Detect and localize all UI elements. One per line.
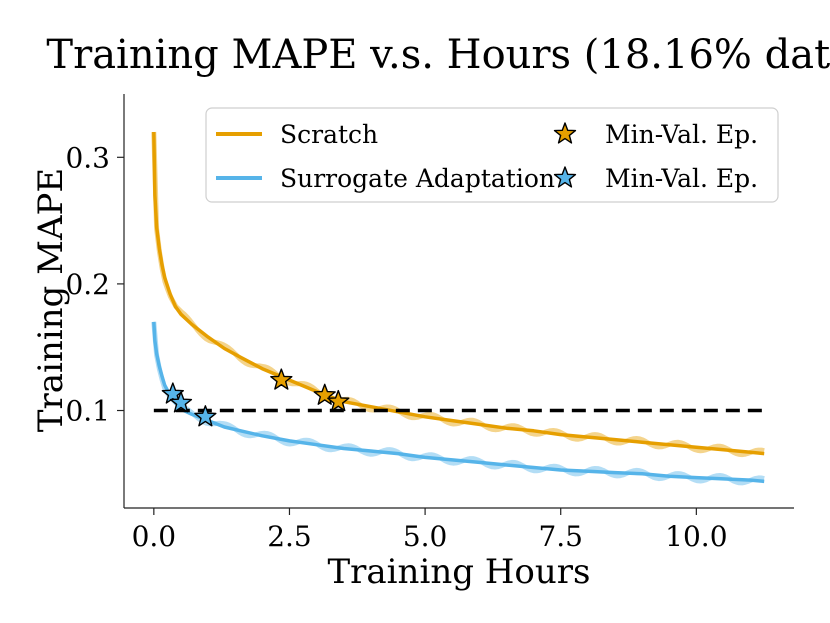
legend-label: Min-Val. Ep. xyxy=(605,164,758,193)
series-line-surrogate-adaptation xyxy=(152,321,765,484)
min-val-marker xyxy=(169,391,193,413)
y-axis-label: Training MAPE xyxy=(31,168,71,432)
y-tick-label: 0.1 xyxy=(65,395,110,428)
x-tick-label: 0.0 xyxy=(132,520,177,553)
legend: Scratch Surrogate Adaptation Min-Val. Ep. M… xyxy=(205,107,779,203)
y-tick-label: 0.2 xyxy=(65,268,110,301)
min-val-marker xyxy=(270,368,293,390)
min-val-marker xyxy=(161,382,184,404)
x-tick-label: 5.0 xyxy=(403,520,448,553)
y-tick-label: 0.3 xyxy=(65,141,110,174)
legend-label: Surrogate Adaptation xyxy=(280,164,555,193)
x-tick-label: 10.0 xyxy=(665,520,727,553)
plot-area: 0.0 2.5 5.0 7.5 10.0 0.1 0.2 0.3 Scratch Surrogat… xyxy=(65,94,794,553)
series-band-surrogate-adaptation xyxy=(151,321,765,486)
legend-star-swatch xyxy=(553,122,577,144)
min-val-marker xyxy=(327,389,350,412)
x-tick-label: 2.5 xyxy=(267,520,312,553)
x-tick-label: 7.5 xyxy=(538,520,583,553)
min-val-marker xyxy=(313,383,336,405)
x-axis-label: Training Hours xyxy=(327,552,590,592)
legend-label: Scratch xyxy=(280,120,378,149)
chart-title: Training MAPE v.s. Hours (18.16% data) xyxy=(46,32,830,78)
legend-box xyxy=(205,107,779,203)
legend-label: Min-Val. Ep. xyxy=(605,120,758,149)
legend-star-swatch xyxy=(553,166,577,188)
min-val-marker xyxy=(194,405,217,427)
